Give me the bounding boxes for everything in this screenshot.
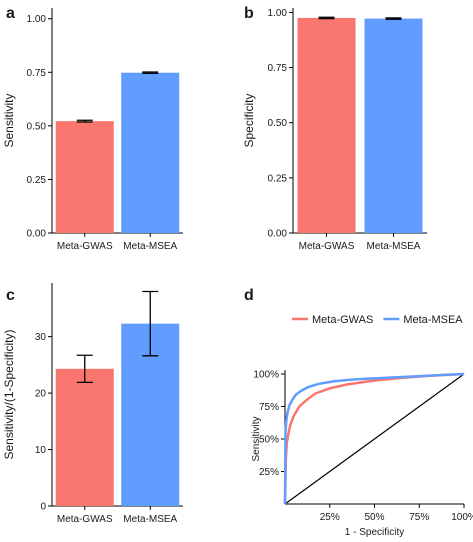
- y-axis-label: Sensitivity: [251, 416, 262, 461]
- x-tick-label: Meta-MSEA: [367, 241, 421, 252]
- y-tick-label: 50%: [259, 435, 279, 446]
- panel-letter: c: [6, 287, 15, 304]
- bar: [364, 18, 423, 233]
- x-axis-label: 1 - Specificity: [345, 527, 404, 538]
- panel-d: d Meta-GWAS Meta-MSEA 25% 50% 75% 100% 25% 50% 75…: [244, 287, 473, 538]
- y-tick-label: 10: [35, 445, 47, 456]
- reference-diagonal: [284, 373, 465, 505]
- panel-letter: b: [244, 5, 254, 22]
- y-tick-label: 75%: [259, 402, 279, 413]
- bar: [55, 368, 114, 506]
- legend-label: Meta-MSEA: [403, 314, 463, 326]
- x-tick-label: Meta-MSEA: [123, 241, 177, 252]
- bar: [55, 121, 114, 233]
- y-tick-label: 100%: [253, 370, 279, 381]
- bar: [121, 72, 180, 233]
- y-tick-label: 0.50: [268, 118, 288, 129]
- x-tick-label: 25%: [320, 512, 340, 523]
- x-tick-label: 100%: [451, 512, 473, 523]
- y-tick-label: 0.25: [27, 175, 47, 186]
- y-tick-label: 0: [40, 502, 46, 513]
- panel-letter: d: [244, 287, 254, 304]
- x-tick-label: Meta-MSEA: [123, 514, 177, 525]
- y-tick-label: 1.00: [268, 8, 288, 19]
- y-tick-label: 0.75: [27, 68, 47, 79]
- x-tick-label: Meta-GWAS: [57, 514, 113, 525]
- y-tick-label: 30: [35, 332, 47, 343]
- y-tick-label: 0.75: [268, 63, 288, 74]
- y-tick-label: 0.50: [27, 121, 47, 132]
- x-tick-label: 50%: [364, 512, 384, 523]
- y-axis-label: Sensitivity/(1-Specificity): [2, 329, 16, 459]
- panel-a: a 0.00 0.25 0.50 0.75 1.00 Meta-GWAS Meta-MSEA S…: [2, 5, 183, 252]
- panel-c: c 0 10 20 30 Meta-GWAS Meta-MSEA Sensitivity/(1…: [2, 283, 183, 525]
- y-tick-label: 0.00: [268, 229, 288, 240]
- x-tick-label: Meta-GWAS: [299, 241, 355, 252]
- y-tick-label: 0.00: [27, 229, 47, 240]
- x-tick-label: Meta-GWAS: [57, 241, 113, 252]
- y-tick-label: 25%: [259, 467, 279, 478]
- bar: [297, 17, 356, 234]
- panel-letter: a: [6, 5, 15, 22]
- x-tick-label: 75%: [409, 512, 429, 523]
- legend-label: Meta-GWAS: [312, 314, 373, 326]
- y-axis-label: Sensitivity: [2, 93, 16, 147]
- roc-curve: [283, 372, 465, 505]
- panel-b: b 0.00 0.25 0.50 0.75 1.00 Meta-GWAS Meta-MSEA S…: [242, 5, 427, 252]
- y-tick-label: 0.25: [268, 173, 288, 184]
- y-tick-label: 1.00: [27, 14, 47, 25]
- y-tick-label: 20: [35, 389, 47, 400]
- y-axis-label: Specificity: [242, 93, 256, 147]
